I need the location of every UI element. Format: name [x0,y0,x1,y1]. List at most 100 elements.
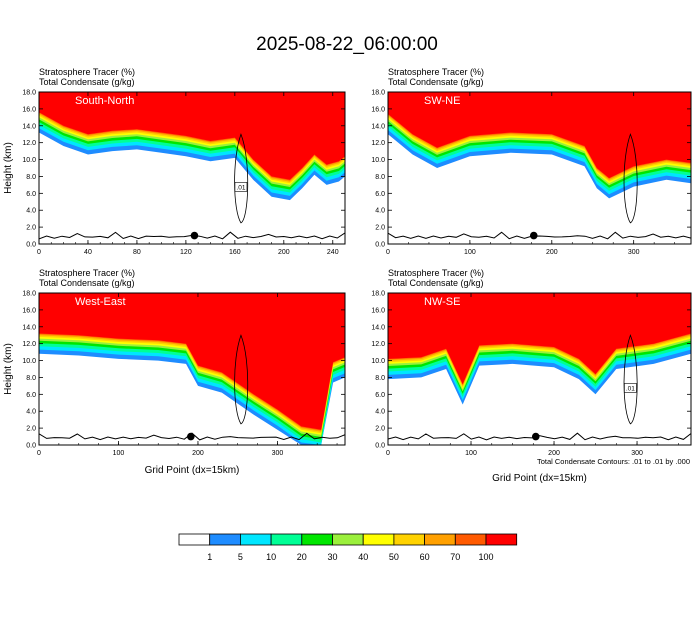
y-tick-label: 18.0 [371,291,385,298]
condensate-contour [623,334,638,425]
x-tick-label: 200 [548,450,560,457]
plot-frame [38,292,346,446]
y-tick-label: 12.0 [22,140,36,147]
colorbar-swatch [209,533,241,546]
panel-label: NW-SE [424,296,460,308]
condensate-contour [234,133,249,224]
x-tick-label: 100 [464,249,476,256]
y-axis-label: Height (km) [3,142,14,194]
y-tick-label: 8.0 [375,375,385,382]
tracer-field: .01 [39,92,345,240]
x-tick-label: 200 [192,450,204,457]
x-tick-label: 0 [37,249,41,256]
colorbar-swatch [485,533,518,546]
y-axis-label: Height (km) [3,343,14,395]
x-axis-label: Grid Point (dx=15km) [492,473,587,484]
tracer-field: .01 [388,293,691,441]
subtitle-condensate: Total Condensate (g/kg) [39,278,135,288]
colorbar: 1 5 10 20 30 40 50 60 70 100 [178,533,518,562]
x-tick-label: 200 [278,249,290,256]
y-tick-label: 6.0 [26,392,36,399]
condensate-contour [234,334,249,425]
y-tick-label: 2.0 [375,426,385,433]
colorbar-label: 30 [327,552,337,562]
panel-sw-ne: SW-NE Stratosphere Tracer (%)Total Conden… [371,67,692,256]
y-tick-label: 18.0 [371,90,385,97]
y-tick-label: 4.0 [26,409,36,416]
colorbar-label: 20 [297,552,307,562]
colorbar-swatch [178,533,211,546]
x-tick-label: 120 [180,249,192,256]
x-tick-label: 240 [327,249,339,256]
y-tick-label: 10.0 [371,157,385,164]
colorbar-swatch [332,533,364,546]
x-tick-label: 300 [628,249,640,256]
colorbar-label: 40 [358,552,368,562]
x-tick-label: 0 [386,450,390,457]
location-marker [190,231,199,240]
colorbar-label: 70 [450,552,460,562]
tracer-band-10 [39,293,345,430]
y-tick-label: 0.0 [26,242,36,249]
y-tick-label: 8.0 [26,174,36,181]
terrain-line [388,432,691,441]
colorbar-label: 60 [420,552,430,562]
subtitle-tracer: Stratosphere Tracer (%) [388,268,484,278]
location-marker [529,231,538,240]
contour-label-box [624,383,637,393]
y-tick-label: 4.0 [375,409,385,416]
colorbar-swatch [270,533,303,546]
x-tick-label: 300 [272,450,284,457]
colorbar-swatch [362,533,395,546]
figure-title: 2025-08-22_06:00:00 [256,34,438,55]
colorbar-label: 1 [207,552,212,562]
colorbar-swatch [301,533,333,546]
contour-footnote: Total Condensate Contours: .01 to .01 by… [537,457,690,466]
tracer-field [388,92,691,240]
y-tick-label: 10.0 [22,358,36,365]
tracer-field [39,293,345,445]
y-tick-label: 14.0 [22,324,36,331]
colorbar-swatch [393,533,425,546]
colorbar-swatch [424,533,456,546]
y-tick-label: 12.0 [22,341,36,348]
y-tick-label: 4.0 [375,208,385,215]
plot-frame [387,91,692,245]
colorbar-label: 50 [389,552,399,562]
x-tick-label: 100 [465,450,477,457]
location-marker [187,432,195,441]
x-tick-label: 100 [113,450,125,457]
x-tick-label: 160 [229,249,241,256]
y-tick-label: 0.0 [375,443,385,450]
subtitle-tracer: Stratosphere Tracer (%) [39,268,135,278]
terrain-line [388,231,691,240]
x-tick-label: 300 [631,450,643,457]
condensate-contour [623,133,638,224]
y-tick-label: 12.0 [371,140,385,147]
y-tick-label: 16.0 [371,106,385,113]
y-tick-label: 10.0 [22,157,36,164]
subtitle-condensate: Total Condensate (g/kg) [388,77,484,87]
tracer-band-10 [388,92,691,179]
panel-label: South-North [75,95,134,107]
x-tick-label: 40 [84,249,92,256]
panel-west-east: West-East Stratosphere Tracer (%)Total Co… [3,268,346,476]
subtitle-condensate: Total Condensate (g/kg) [39,77,135,87]
y-tick-label: 8.0 [375,174,385,181]
panel-label: West-East [75,296,126,308]
x-axis-label: Grid Point (dx=15km) [145,465,240,476]
subtitle-tracer: Stratosphere Tracer (%) [39,67,135,77]
subtitle-condensate: Total Condensate (g/kg) [388,278,484,288]
colorbar-swatch [454,533,487,546]
y-tick-label: 6.0 [375,191,385,198]
panel-label: SW-NE [424,95,460,107]
plot-frame [387,292,692,446]
y-tick-label: 0.0 [26,443,36,450]
y-tick-label: 12.0 [371,341,385,348]
tracer-band-10 [39,92,345,180]
y-tick-label: 6.0 [26,191,36,198]
y-tick-label: 18.0 [22,291,36,298]
subtitle-tracer: Stratosphere Tracer (%) [388,67,484,77]
x-tick-label: 0 [37,450,41,457]
